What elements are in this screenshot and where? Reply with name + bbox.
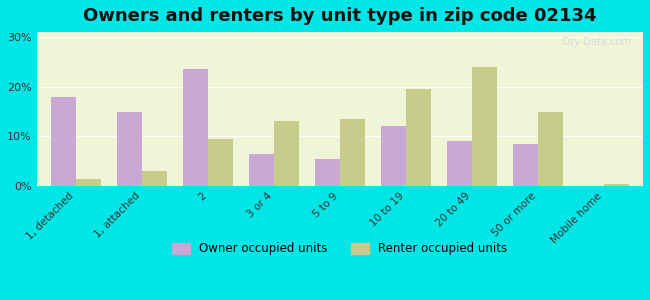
Bar [472,67,497,186]
Bar [381,126,406,186]
Bar [76,178,101,186]
Bar [117,112,142,186]
Bar [183,69,208,186]
Bar [142,171,167,186]
Text: City-Data.com: City-Data.com [561,37,631,47]
Bar [249,154,274,186]
Bar [447,141,472,186]
Bar [513,144,538,186]
Bar [51,97,76,186]
Bar [538,112,563,186]
Bar [340,119,365,186]
Title: Owners and renters by unit type in zip code 02134: Owners and renters by unit type in zip c… [83,7,597,25]
Bar [208,139,233,186]
Bar [315,159,340,186]
Bar [274,122,299,186]
Legend: Owner occupied units, Renter occupied units: Owner occupied units, Renter occupied un… [167,238,512,260]
Bar [603,184,629,186]
Bar [406,89,431,186]
